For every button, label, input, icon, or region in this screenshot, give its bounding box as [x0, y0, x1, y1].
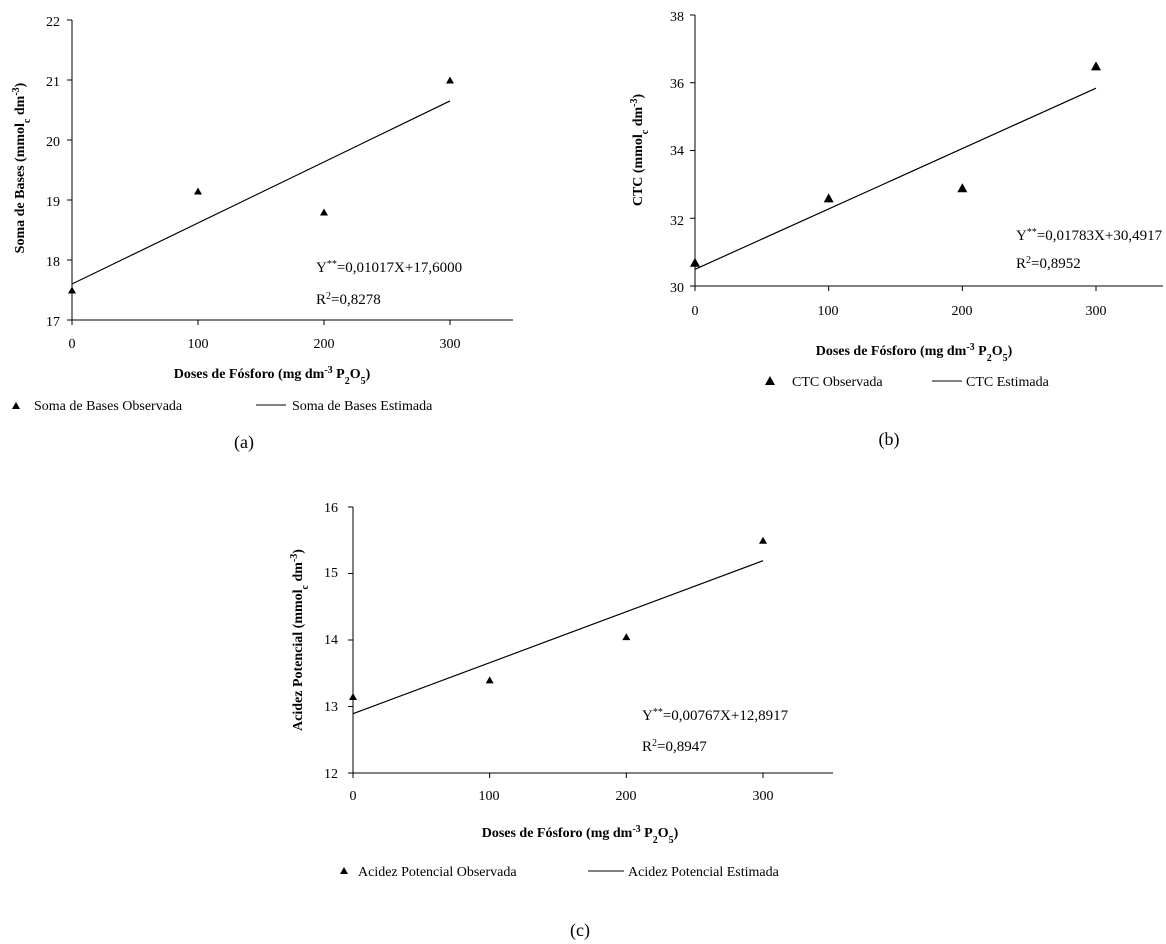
y-axis-label-b: CTC (mmolc dm-3) — [629, 93, 651, 206]
x-axis-label-c: Doses de Fósforo (mg dm-3 P2O5) — [482, 824, 679, 846]
data-point-c — [759, 536, 767, 544]
y-tick-label-a: 18 — [46, 255, 60, 270]
chart-a: Soma de Bases (mmolc dm-3) 17 18 19 20 2… — [11, 15, 513, 453]
r-squared-c: R2=0,8947 — [642, 738, 707, 756]
x-axis-label-a: Doses de Fósforo (mg dm-3 P2O5) — [174, 365, 371, 387]
y-tick-label-c: 14 — [324, 633, 338, 648]
x-tick-label-c: 0 — [350, 789, 357, 804]
legend-b: CTC Observada CTC Estimada — [765, 375, 1050, 390]
fit-line-b — [694, 87, 1097, 270]
legend-marker-observada-b — [765, 376, 775, 385]
x-tick-label-b: 100 — [818, 304, 839, 319]
y-tick-label-b: 38 — [670, 10, 684, 25]
x-tick-label-a: 200 — [314, 337, 335, 352]
x-tick-label-a: 100 — [188, 337, 209, 352]
y-axis-label-a: Soma de Bases (mmolc dm-3) — [11, 82, 33, 253]
y-tick-label-a: 20 — [46, 135, 60, 150]
x-tick-label-b: 300 — [1086, 304, 1107, 319]
r-squared-a: R2=0,8278 — [316, 291, 381, 309]
x-tick-label-c: 200 — [616, 789, 637, 804]
y-axis-label-c: Acidez Potencial (mmolc dm-3) — [289, 549, 311, 731]
data-point-b — [1091, 61, 1101, 71]
data-point-b — [690, 257, 700, 267]
data-point-b — [823, 193, 834, 203]
x-ticks-a: 0 100 200 300 — [69, 337, 461, 352]
y-tick-label-b: 34 — [670, 144, 684, 159]
legend-label-observada-a: Soma de Bases Observada — [34, 399, 183, 414]
fit-line-a — [71, 100, 451, 285]
equation-a: Y**=0,01017X+17,6000 — [316, 259, 462, 277]
y-tick-label-c: 13 — [324, 700, 338, 715]
chart-b: CTC (mmolc dm-3) 30 32 34 36 38 0 100 20… — [629, 10, 1163, 450]
y-tick-label-a: 22 — [46, 15, 60, 30]
legend-marker-observada-c — [340, 867, 348, 874]
legend-a: Soma de Bases Observada Soma de Bases Es… — [12, 399, 433, 414]
data-point-b — [957, 183, 968, 193]
y-tick-label-a: 21 — [46, 75, 60, 90]
equation-c: Y**=0,00767X+12,8917 — [642, 707, 789, 725]
y-tick-label-c: 15 — [324, 566, 338, 581]
x-tick-label-b: 0 — [692, 304, 699, 319]
legend-label-estimada-a: Soma de Bases Estimada — [292, 399, 433, 414]
panel-label-a: (a) — [234, 432, 254, 453]
data-point-c — [622, 633, 631, 641]
x-ticks-b: 0 100 200 300 — [692, 304, 1107, 319]
y-tick-label-b: 30 — [670, 281, 684, 296]
x-ticks-c: 0 100 200 300 — [350, 789, 774, 804]
y-tick-label-c: 16 — [324, 501, 338, 516]
panel-label-b: (b) — [879, 429, 900, 450]
data-point-c — [485, 676, 494, 684]
y-tick-label-a: 17 — [46, 315, 60, 330]
data-point-a — [446, 76, 454, 84]
data-point-a — [68, 286, 76, 294]
equation-b: Y**=0,01783X+30,4917 — [1016, 227, 1163, 245]
x-tick-label-c: 100 — [479, 789, 500, 804]
legend-label-estimada-c: Acidez Potencial Estimada — [628, 865, 780, 880]
y-tick-label-a: 19 — [46, 195, 60, 210]
y-tick-label-c: 12 — [324, 767, 338, 782]
data-point-c — [349, 693, 357, 701]
y-ticks-b: 30 32 34 36 38 — [670, 10, 684, 296]
x-axis-label-b: Doses de Fósforo (mg dm-3 P2O5) — [816, 342, 1013, 364]
legend-label-observada-c: Acidez Potencial Observada — [358, 865, 517, 880]
y-tick-label-b: 36 — [670, 77, 684, 92]
r-squared-b: R2=0,8952 — [1016, 255, 1081, 273]
x-tick-label-c: 300 — [753, 789, 774, 804]
x-tick-label-b: 200 — [952, 304, 973, 319]
chart-c: Acidez Potencial (mmolc dm-3) 12 13 14 1… — [289, 501, 833, 941]
legend-marker-observada-a — [12, 402, 20, 409]
data-point-a — [320, 208, 328, 216]
y-ticks-c: 12 13 14 15 16 — [324, 501, 338, 782]
x-tick-label-a: 0 — [69, 337, 76, 352]
y-tick-label-b: 32 — [670, 214, 684, 229]
panel-label-c: (c) — [570, 920, 590, 941]
legend-c: Acidez Potencial Observada Acidez Potenc… — [340, 865, 780, 880]
y-ticks-a: 17 18 19 20 21 22 — [46, 15, 60, 330]
x-tick-label-a: 300 — [440, 337, 461, 352]
legend-label-estimada-b: CTC Estimada — [966, 375, 1050, 390]
legend-label-observada-b: CTC Observada — [792, 375, 883, 390]
fit-line-c — [352, 560, 764, 715]
data-point-a — [194, 187, 202, 195]
